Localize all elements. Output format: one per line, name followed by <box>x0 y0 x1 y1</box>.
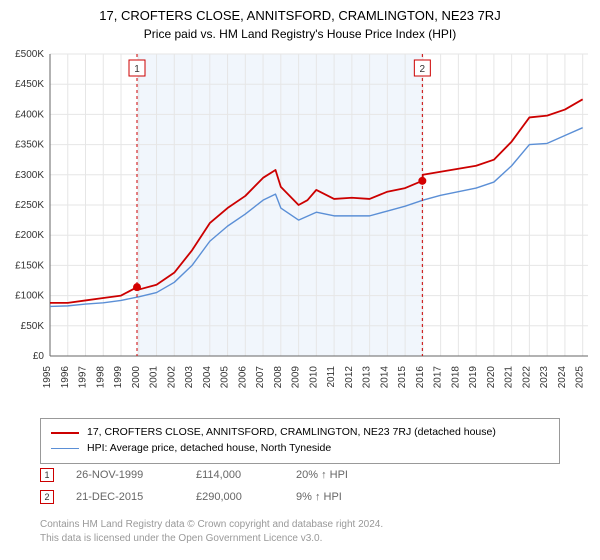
legend-swatch <box>51 432 79 434</box>
svg-text:2: 2 <box>420 64 426 75</box>
svg-text:2015: 2015 <box>397 366 408 389</box>
legend-item: 17, CROFTERS CLOSE, ANNITSFORD, CRAMLING… <box>51 425 549 441</box>
svg-text:2006: 2006 <box>237 366 248 389</box>
legend-swatch <box>51 448 79 449</box>
svg-text:2004: 2004 <box>202 366 213 389</box>
chart-title: 17, CROFTERS CLOSE, ANNITSFORD, CRAMLING… <box>0 0 600 23</box>
svg-text:£450K: £450K <box>15 79 44 90</box>
svg-text:2010: 2010 <box>308 366 319 389</box>
svg-text:2002: 2002 <box>166 366 177 389</box>
svg-text:£500K: £500K <box>15 49 44 60</box>
svg-text:2001: 2001 <box>149 366 160 389</box>
svg-text:£350K: £350K <box>15 140 44 151</box>
chart-subtitle: Price paid vs. HM Land Registry's House … <box>0 23 600 41</box>
svg-text:1999: 1999 <box>113 366 124 389</box>
svg-text:2007: 2007 <box>255 366 266 389</box>
event-price: £290,000 <box>196 491 296 503</box>
event-row: 1 26-NOV-1999£114,00020% ↑ HPI <box>40 464 560 486</box>
legend-label: 17, CROFTERS CLOSE, ANNITSFORD, CRAMLING… <box>87 425 496 441</box>
svg-text:2012: 2012 <box>344 366 355 389</box>
svg-text:1996: 1996 <box>60 366 71 389</box>
chart-plot: £0 £50K £100K £150K £200K £250K £300K £350K £400… <box>0 48 600 408</box>
chart-container: 17, CROFTERS CLOSE, ANNITSFORD, CRAMLING… <box>0 0 600 560</box>
svg-text:1995: 1995 <box>42 366 53 389</box>
event-delta: 20% ↑ HPI <box>296 469 416 481</box>
svg-text:2014: 2014 <box>379 366 390 389</box>
svg-text:£200K: £200K <box>15 230 44 241</box>
svg-text:2019: 2019 <box>468 366 479 389</box>
svg-text:2000: 2000 <box>131 366 142 389</box>
svg-text:2016: 2016 <box>415 366 426 389</box>
svg-text:£0: £0 <box>33 351 45 362</box>
chart-svg: £0 £50K £100K £150K £200K £250K £300K £350K £400… <box>0 48 600 408</box>
credits-line: This data is licensed under the Open Gov… <box>40 532 383 546</box>
event-date: 26-NOV-1999 <box>76 469 196 481</box>
svg-text:2013: 2013 <box>362 366 373 389</box>
svg-text:2022: 2022 <box>521 366 532 389</box>
svg-text:£300K: £300K <box>15 170 44 181</box>
svg-text:1: 1 <box>134 64 140 75</box>
svg-text:2025: 2025 <box>575 366 586 389</box>
svg-text:£250K: £250K <box>15 200 44 211</box>
svg-text:2017: 2017 <box>433 366 444 389</box>
svg-text:£100K: £100K <box>15 291 44 302</box>
svg-text:2020: 2020 <box>486 366 497 389</box>
event-row: 2 21-DEC-2015£290,0009% ↑ HPI <box>40 486 560 508</box>
svg-text:£150K: £150K <box>15 260 44 271</box>
svg-text:2005: 2005 <box>220 366 231 389</box>
svg-text:1998: 1998 <box>95 366 106 389</box>
svg-text:2021: 2021 <box>504 366 515 389</box>
event-list: 1 26-NOV-1999£114,00020% ↑ HPI 2 21-DEC-201… <box>40 464 560 508</box>
svg-text:2008: 2008 <box>273 366 284 389</box>
svg-text:1997: 1997 <box>78 366 89 389</box>
svg-text:2003: 2003 <box>184 366 195 389</box>
svg-text:£400K: £400K <box>15 109 44 120</box>
event-price: £114,000 <box>196 469 296 481</box>
event-delta: 9% ↑ HPI <box>296 491 416 503</box>
svg-text:2009: 2009 <box>291 366 302 389</box>
svg-text:2018: 2018 <box>450 366 461 389</box>
event-date: 21-DEC-2015 <box>76 491 196 503</box>
svg-text:£50K: £50K <box>21 321 45 332</box>
event-marker-icon: 1 <box>40 468 54 482</box>
credits-line: Contains HM Land Registry data © Crown c… <box>40 518 383 532</box>
legend: 17, CROFTERS CLOSE, ANNITSFORD, CRAMLING… <box>40 418 560 464</box>
legend-label: HPI: Average price, detached house, Nort… <box>87 441 331 457</box>
svg-text:2011: 2011 <box>326 366 337 388</box>
credits: Contains HM Land Registry data © Crown c… <box>40 518 383 545</box>
svg-text:2024: 2024 <box>557 366 568 389</box>
svg-text:2023: 2023 <box>539 366 550 389</box>
event-marker-icon: 2 <box>40 490 54 504</box>
legend-item: HPI: Average price, detached house, Nort… <box>51 441 549 457</box>
